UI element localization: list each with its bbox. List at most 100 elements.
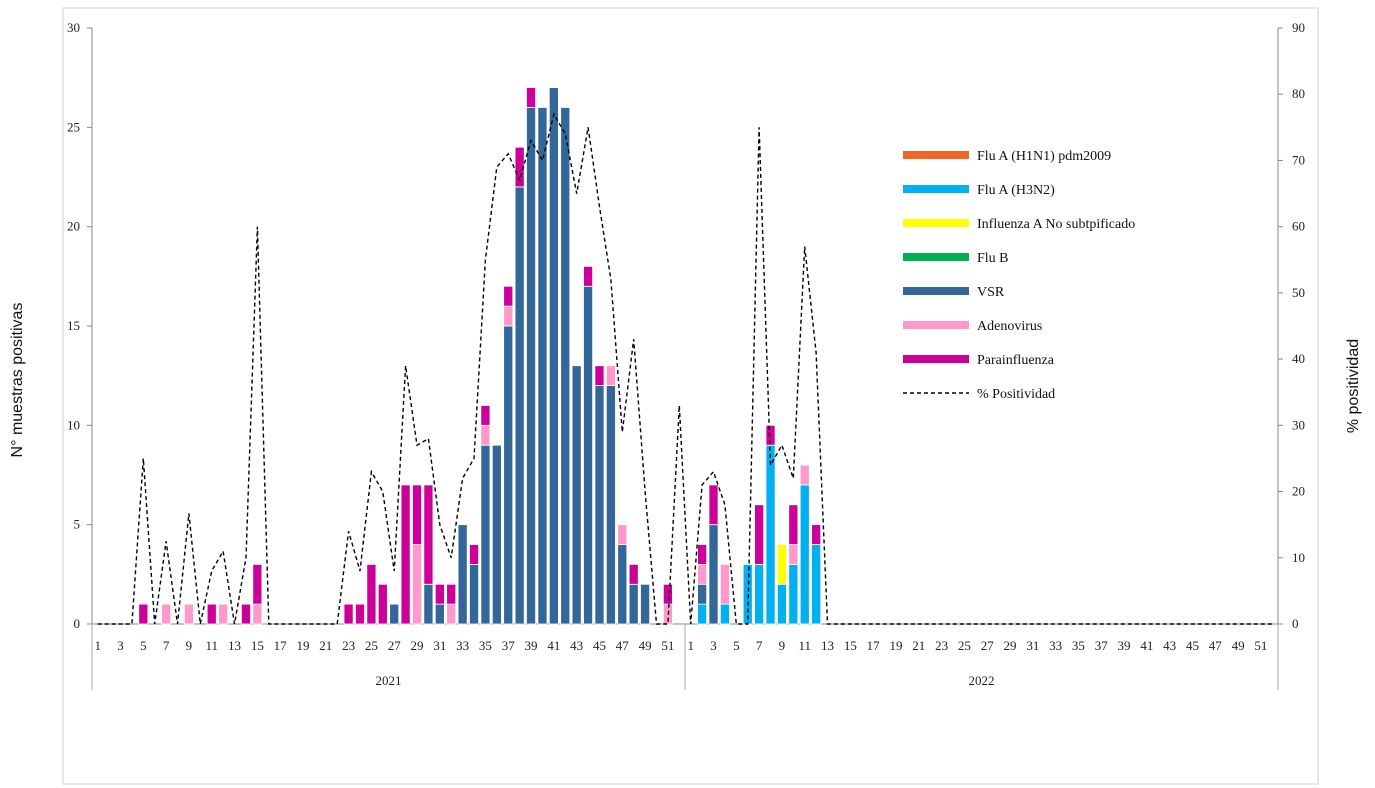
bar-segment (594, 365, 605, 387)
bar-segment (434, 583, 445, 605)
x-tick-label: 31 (433, 638, 446, 653)
x-tick-label: 51 (661, 638, 674, 653)
bar-segment (138, 603, 149, 625)
x-tick-label: 39 (1118, 638, 1131, 653)
x-tick-label: 49 (639, 638, 652, 653)
bar-segment (583, 285, 594, 625)
x-tick-label: 39 (525, 638, 538, 653)
y-tick-label: 20 (67, 219, 80, 234)
x-tick-label: 49 (1232, 638, 1245, 653)
bar-segment (765, 444, 776, 625)
legend-label: Influenza A No subtpificado (977, 217, 1135, 232)
bar-segment (594, 385, 605, 625)
bar-segment (697, 583, 708, 605)
bar-segment (697, 603, 708, 625)
bar-segment (377, 583, 388, 625)
y2-tick-label: 20 (1292, 484, 1305, 499)
legend-swatch (903, 355, 969, 363)
bar-segment (605, 385, 616, 625)
y2-tick-label: 80 (1292, 86, 1305, 101)
y2-axis-title: % positividad (1345, 339, 1362, 433)
x-tick-label: 25 (958, 638, 971, 653)
legend-swatch (903, 321, 969, 329)
x-tick-label: 5 (140, 638, 147, 653)
x-tick-label: 43 (570, 638, 583, 653)
x-tick-label: 29 (1004, 638, 1017, 653)
y-tick-label: 5 (74, 517, 81, 532)
y2-tick-label: 10 (1292, 550, 1305, 565)
bar-segment (412, 544, 422, 625)
x-tick-label: 7 (163, 638, 170, 653)
legend-label: % Positividad (977, 387, 1055, 402)
bar-segment (503, 325, 514, 625)
bar-segment (548, 87, 559, 625)
x-tick-label: 19 (296, 638, 309, 653)
bar-segment (788, 504, 799, 545)
legend-label: VSR (977, 285, 1005, 300)
x-tick-label: 47 (616, 638, 630, 653)
bar-segment (617, 544, 628, 625)
x-tick-label: 5 (733, 638, 740, 653)
year-label: 2022 (969, 673, 995, 688)
bar-segment (697, 564, 708, 585)
bar-segment (446, 583, 457, 605)
bar-segment (469, 564, 479, 625)
legend-label: Parainfluenza (977, 353, 1055, 368)
x-tick-label: 31 (1026, 638, 1039, 653)
x-tick-label: 13 (228, 638, 241, 653)
x-tick-label: 11 (798, 638, 811, 653)
y2-tick-label: 90 (1292, 20, 1305, 35)
y-tick-label: 0 (74, 616, 81, 631)
x-tick-label: 23 (935, 638, 948, 653)
bar-segment (628, 583, 639, 625)
bar-segment (537, 107, 548, 625)
y2-tick-label: 0 (1292, 616, 1299, 631)
bar-segment (412, 484, 422, 545)
legend-swatch (903, 151, 969, 159)
bar-segment (514, 146, 525, 188)
x-tick-label: 35 (1072, 638, 1085, 653)
y-tick-label: 30 (67, 20, 80, 35)
x-tick-label: 23 (342, 638, 355, 653)
bar-segment (765, 424, 776, 446)
bar-segment (708, 524, 719, 625)
bar-segment (605, 365, 616, 387)
bar-segment (469, 544, 479, 565)
x-tick-label: 9 (779, 638, 786, 653)
y2-tick-label: 70 (1292, 152, 1305, 167)
x-tick-label: 7 (756, 638, 763, 653)
x-tick-label: 33 (456, 638, 469, 653)
legend-swatch (903, 185, 969, 193)
bar-segment (206, 603, 217, 625)
bar-segment (697, 544, 708, 565)
legend: Flu A (H1N1) pdm2009 Flu A (H3N2) Influenz… (903, 149, 1135, 402)
bar-segment (366, 564, 377, 625)
x-tick-label: 47 (1209, 638, 1223, 653)
x-tick-label: 19 (889, 638, 902, 653)
bar-segment (480, 405, 491, 426)
bar-segment (480, 444, 491, 625)
bar-segment (662, 583, 673, 605)
x-tick-label: 1 (94, 638, 101, 653)
bar-segment (240, 603, 251, 625)
legend-label: Flu A (H1N1) pdm2009 (977, 149, 1111, 164)
bar-segment (799, 484, 810, 625)
y2-tick-label: 30 (1292, 417, 1305, 432)
y-tick-label: 10 (67, 417, 80, 432)
bar-segment (423, 583, 434, 625)
x-tick-label: 41 (547, 638, 560, 653)
bar-segment (526, 87, 537, 108)
y2-tick-label: 50 (1292, 285, 1305, 300)
bar-segment (355, 603, 365, 625)
bar-segment (754, 504, 765, 565)
y-axis-title: N° muestras positivas (9, 303, 26, 458)
bar-segment (514, 186, 525, 625)
bar-segment (389, 603, 400, 625)
bar-segment (628, 564, 639, 585)
bar-segment (218, 603, 229, 625)
x-tick-label: 41 (1140, 638, 1153, 653)
bar-segment (788, 544, 799, 565)
bar-segment (754, 564, 765, 625)
bar-segment (503, 305, 514, 327)
bar-segment (480, 424, 491, 446)
